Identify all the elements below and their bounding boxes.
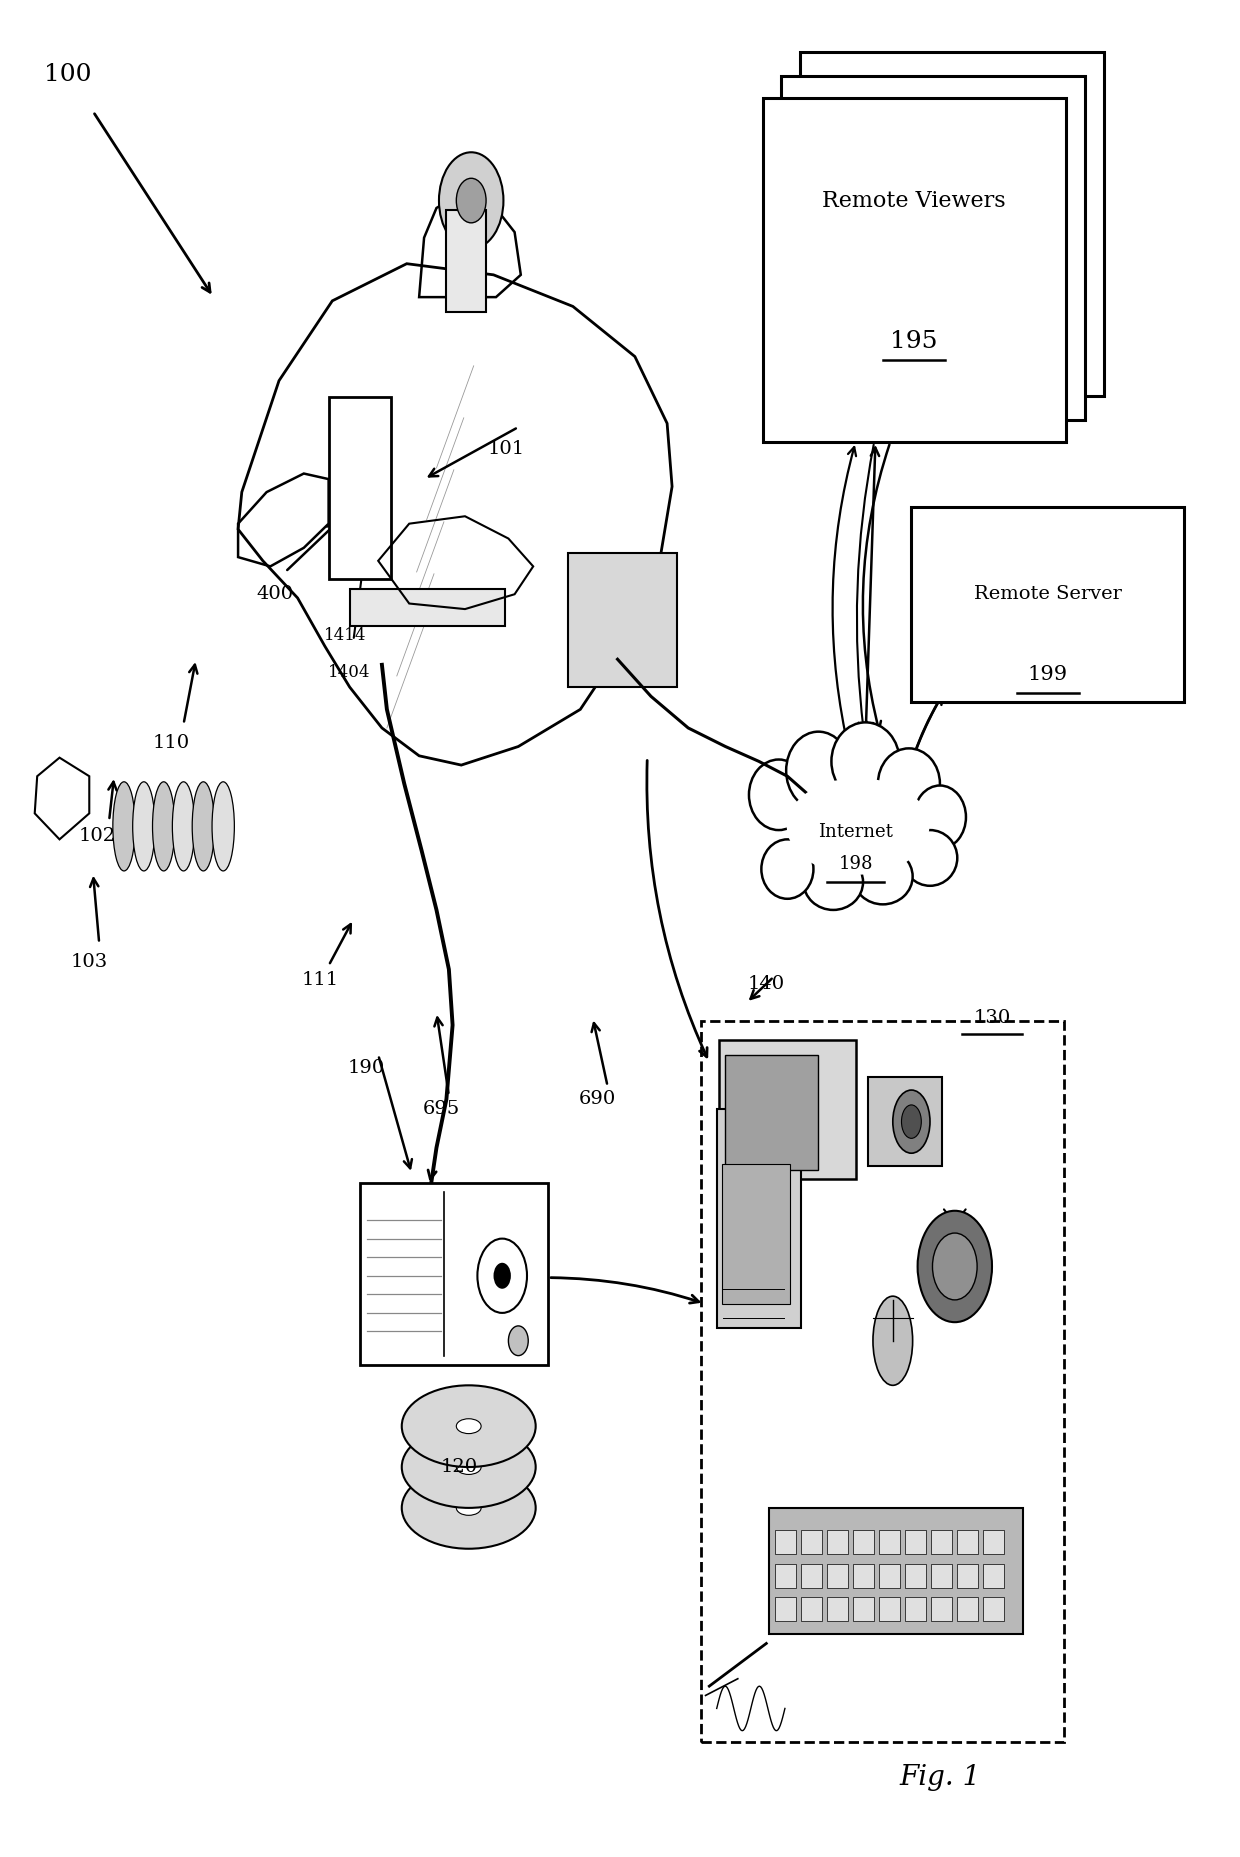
Text: 110: 110 bbox=[153, 734, 190, 752]
Text: Fig. 1: Fig. 1 bbox=[899, 1764, 981, 1790]
Bar bbox=[781, 76, 1085, 420]
Text: 100: 100 bbox=[45, 63, 92, 85]
Ellipse shape bbox=[212, 782, 234, 871]
Ellipse shape bbox=[402, 1385, 536, 1467]
Text: 195: 195 bbox=[890, 331, 937, 353]
Text: 400: 400 bbox=[257, 585, 294, 604]
Bar bbox=[853, 1530, 874, 1554]
Text: 1404: 1404 bbox=[329, 663, 371, 682]
Bar bbox=[800, 52, 1104, 396]
Ellipse shape bbox=[831, 722, 900, 800]
Text: Remote Server: Remote Server bbox=[973, 585, 1122, 604]
Bar bbox=[360, 1183, 548, 1365]
Bar bbox=[725, 1055, 818, 1170]
Ellipse shape bbox=[893, 1090, 930, 1153]
Text: 130: 130 bbox=[973, 1008, 1011, 1027]
Bar bbox=[905, 1530, 926, 1554]
Ellipse shape bbox=[853, 849, 913, 904]
Ellipse shape bbox=[901, 1105, 921, 1138]
Text: 690: 690 bbox=[579, 1090, 616, 1109]
Circle shape bbox=[456, 178, 486, 223]
Text: 102: 102 bbox=[78, 826, 115, 845]
Ellipse shape bbox=[456, 1460, 481, 1474]
Text: 695: 695 bbox=[423, 1099, 460, 1118]
Bar bbox=[905, 1597, 926, 1621]
Bar bbox=[769, 1508, 1023, 1634]
Bar bbox=[931, 1530, 952, 1554]
Ellipse shape bbox=[402, 1426, 536, 1508]
Bar bbox=[879, 1564, 900, 1588]
Ellipse shape bbox=[456, 1500, 481, 1515]
Circle shape bbox=[494, 1263, 511, 1289]
Text: 1414: 1414 bbox=[324, 626, 366, 644]
Circle shape bbox=[477, 1239, 527, 1313]
Ellipse shape bbox=[749, 760, 808, 830]
Text: 190: 190 bbox=[347, 1058, 384, 1077]
Bar bbox=[983, 1597, 1004, 1621]
Bar bbox=[905, 1564, 926, 1588]
Ellipse shape bbox=[804, 854, 863, 910]
Ellipse shape bbox=[786, 778, 930, 875]
Ellipse shape bbox=[133, 782, 155, 871]
Bar bbox=[911, 507, 1184, 702]
Ellipse shape bbox=[761, 756, 955, 890]
Circle shape bbox=[439, 152, 503, 249]
Text: 199: 199 bbox=[1028, 665, 1068, 683]
Ellipse shape bbox=[878, 748, 940, 819]
Bar bbox=[957, 1564, 978, 1588]
Bar bbox=[957, 1530, 978, 1554]
Circle shape bbox=[932, 1233, 977, 1300]
Bar bbox=[983, 1530, 1004, 1554]
Bar bbox=[957, 1597, 978, 1621]
Text: Internet: Internet bbox=[818, 823, 893, 841]
Bar bbox=[329, 397, 391, 579]
Bar bbox=[879, 1530, 900, 1554]
Bar bbox=[868, 1077, 942, 1166]
Text: 140: 140 bbox=[748, 975, 785, 993]
Text: 111: 111 bbox=[301, 971, 339, 990]
Ellipse shape bbox=[172, 782, 195, 871]
Bar bbox=[775, 1530, 796, 1554]
Text: Remote Viewers: Remote Viewers bbox=[822, 189, 1006, 212]
Text: 103: 103 bbox=[71, 953, 108, 971]
Ellipse shape bbox=[761, 839, 813, 899]
Text: 120: 120 bbox=[440, 1458, 477, 1476]
Ellipse shape bbox=[113, 782, 135, 871]
Bar bbox=[446, 210, 486, 312]
Circle shape bbox=[918, 1211, 992, 1322]
Ellipse shape bbox=[456, 1419, 481, 1434]
Ellipse shape bbox=[914, 786, 966, 849]
Ellipse shape bbox=[903, 830, 957, 886]
Text: 101: 101 bbox=[487, 440, 525, 459]
Bar bbox=[568, 553, 677, 687]
Bar bbox=[879, 1597, 900, 1621]
Bar bbox=[801, 1597, 822, 1621]
Ellipse shape bbox=[192, 782, 215, 871]
Bar bbox=[827, 1530, 848, 1554]
Bar bbox=[983, 1564, 1004, 1588]
Bar bbox=[719, 1040, 856, 1179]
Bar bbox=[801, 1530, 822, 1554]
Bar bbox=[931, 1597, 952, 1621]
Bar bbox=[827, 1597, 848, 1621]
Text: 198: 198 bbox=[838, 854, 873, 873]
Bar bbox=[931, 1564, 952, 1588]
Bar bbox=[801, 1564, 822, 1588]
Ellipse shape bbox=[402, 1467, 536, 1549]
Circle shape bbox=[508, 1326, 528, 1356]
Bar bbox=[717, 1109, 801, 1328]
Bar bbox=[350, 589, 505, 626]
Ellipse shape bbox=[873, 1296, 913, 1385]
Ellipse shape bbox=[153, 782, 175, 871]
Bar bbox=[701, 1021, 1064, 1742]
Ellipse shape bbox=[786, 732, 851, 810]
Bar bbox=[775, 1597, 796, 1621]
Bar bbox=[763, 98, 1066, 442]
Bar bbox=[722, 1164, 790, 1304]
Bar bbox=[775, 1564, 796, 1588]
Bar bbox=[853, 1597, 874, 1621]
Bar bbox=[853, 1564, 874, 1588]
Bar bbox=[827, 1564, 848, 1588]
